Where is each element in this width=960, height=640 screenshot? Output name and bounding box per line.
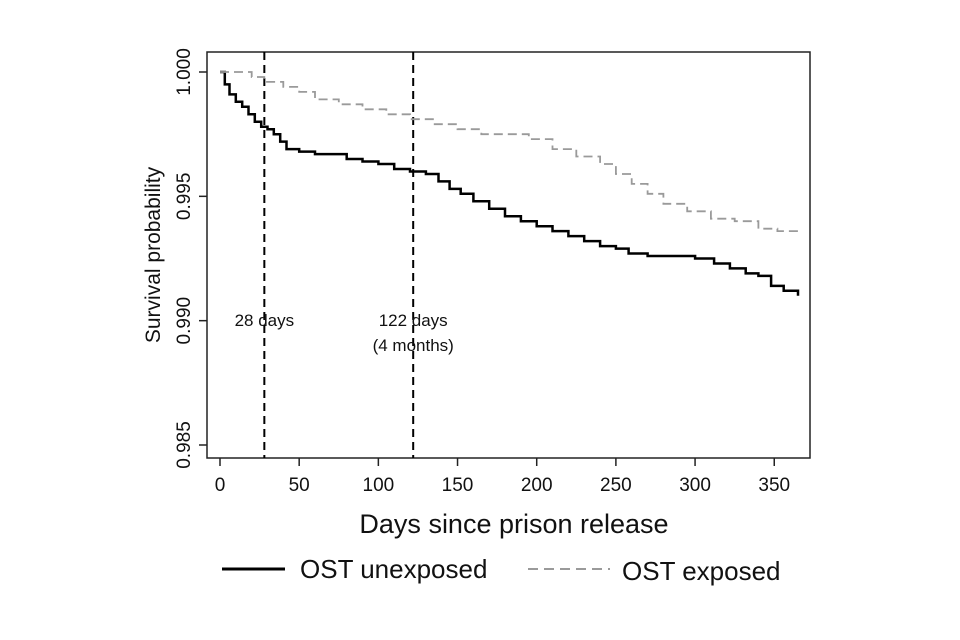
y-tick-label: 0.990 [174, 297, 195, 345]
plot-frame [206, 51, 811, 459]
x-tick-label: 150 [442, 475, 474, 496]
legend-label-ost-unexposed: OST unexposed [300, 554, 487, 584]
x-tick-label: 300 [679, 475, 711, 496]
y-tick-label: 0.985 [174, 421, 195, 469]
reference-label: (4 months) [373, 336, 454, 355]
reference-label: 122 days [379, 311, 448, 330]
y-tick-label: 0.995 [174, 173, 195, 221]
x-tick-label: 50 [289, 475, 310, 496]
x-tick-label: 100 [363, 475, 395, 496]
x-tick-label: 250 [600, 475, 632, 496]
x-tick-label: 0 [215, 475, 226, 496]
y-tick-label: 1.000 [174, 48, 195, 96]
x-tick-label: 350 [758, 475, 790, 496]
series-line-ost-unexposed [220, 70, 800, 296]
series-lines [220, 70, 800, 296]
x-tick-label: 200 [521, 475, 553, 496]
series-line-ost-exposed [220, 71, 799, 234]
legend-label-ost-exposed: OST exposed [622, 556, 781, 586]
y-axis: 0.985 0.990 0.995 1.000 [174, 48, 207, 469]
y-axis-title: Survival probability [142, 166, 165, 343]
x-axis: 0 50 100 150 200 250 300 350 [215, 458, 790, 496]
legend: OST unexposed OST exposed [222, 554, 781, 586]
reference-lines: 28 days 122 days (4 months) [235, 52, 454, 458]
reference-label: 28 days [235, 311, 295, 330]
x-axis-title: Days since prison release [359, 509, 668, 539]
